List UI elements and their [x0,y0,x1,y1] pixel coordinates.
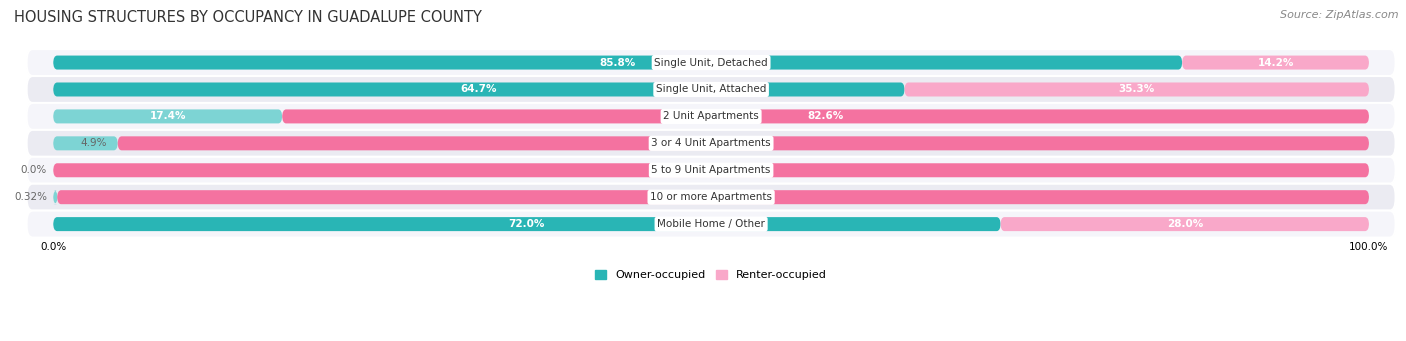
FancyBboxPatch shape [27,130,1396,157]
FancyBboxPatch shape [53,190,58,204]
FancyBboxPatch shape [27,76,1396,103]
FancyBboxPatch shape [53,83,904,97]
FancyBboxPatch shape [27,211,1396,238]
Text: 72.0%: 72.0% [509,219,546,229]
FancyBboxPatch shape [27,49,1396,76]
FancyBboxPatch shape [53,136,118,150]
Text: 14.2%: 14.2% [1257,58,1294,68]
Text: 99.7%: 99.7% [695,192,731,202]
Text: 3 or 4 Unit Apartments: 3 or 4 Unit Apartments [651,138,770,148]
Legend: Owner-occupied, Renter-occupied: Owner-occupied, Renter-occupied [591,266,832,285]
FancyBboxPatch shape [904,83,1369,97]
Text: 100.0%: 100.0% [689,165,733,175]
Text: Single Unit, Attached: Single Unit, Attached [657,85,766,94]
Text: 4.9%: 4.9% [80,138,107,148]
Text: 0.32%: 0.32% [14,192,46,202]
Text: 5 to 9 Unit Apartments: 5 to 9 Unit Apartments [651,165,770,175]
Text: 35.3%: 35.3% [1119,85,1154,94]
Text: Single Unit, Detached: Single Unit, Detached [654,58,768,68]
FancyBboxPatch shape [118,136,1369,150]
Text: 2 Unit Apartments: 2 Unit Apartments [664,112,759,121]
FancyBboxPatch shape [27,103,1396,130]
Text: 95.1%: 95.1% [725,138,762,148]
FancyBboxPatch shape [58,190,1369,204]
Text: 28.0%: 28.0% [1167,219,1204,229]
Text: Mobile Home / Other: Mobile Home / Other [657,219,765,229]
Text: 10 or more Apartments: 10 or more Apartments [650,192,772,202]
FancyBboxPatch shape [27,157,1396,184]
FancyBboxPatch shape [53,109,283,123]
FancyBboxPatch shape [1001,217,1369,231]
Text: 82.6%: 82.6% [807,112,844,121]
FancyBboxPatch shape [53,163,1369,177]
FancyBboxPatch shape [283,109,1369,123]
Text: 17.4%: 17.4% [149,112,186,121]
Text: HOUSING STRUCTURES BY OCCUPANCY IN GUADALUPE COUNTY: HOUSING STRUCTURES BY OCCUPANCY IN GUADA… [14,10,482,25]
Text: 64.7%: 64.7% [461,85,498,94]
Text: 0.0%: 0.0% [21,165,46,175]
FancyBboxPatch shape [53,217,1001,231]
Text: 85.8%: 85.8% [599,58,636,68]
FancyBboxPatch shape [53,56,1182,70]
Text: Source: ZipAtlas.com: Source: ZipAtlas.com [1281,10,1399,20]
FancyBboxPatch shape [27,184,1396,211]
FancyBboxPatch shape [1182,56,1369,70]
